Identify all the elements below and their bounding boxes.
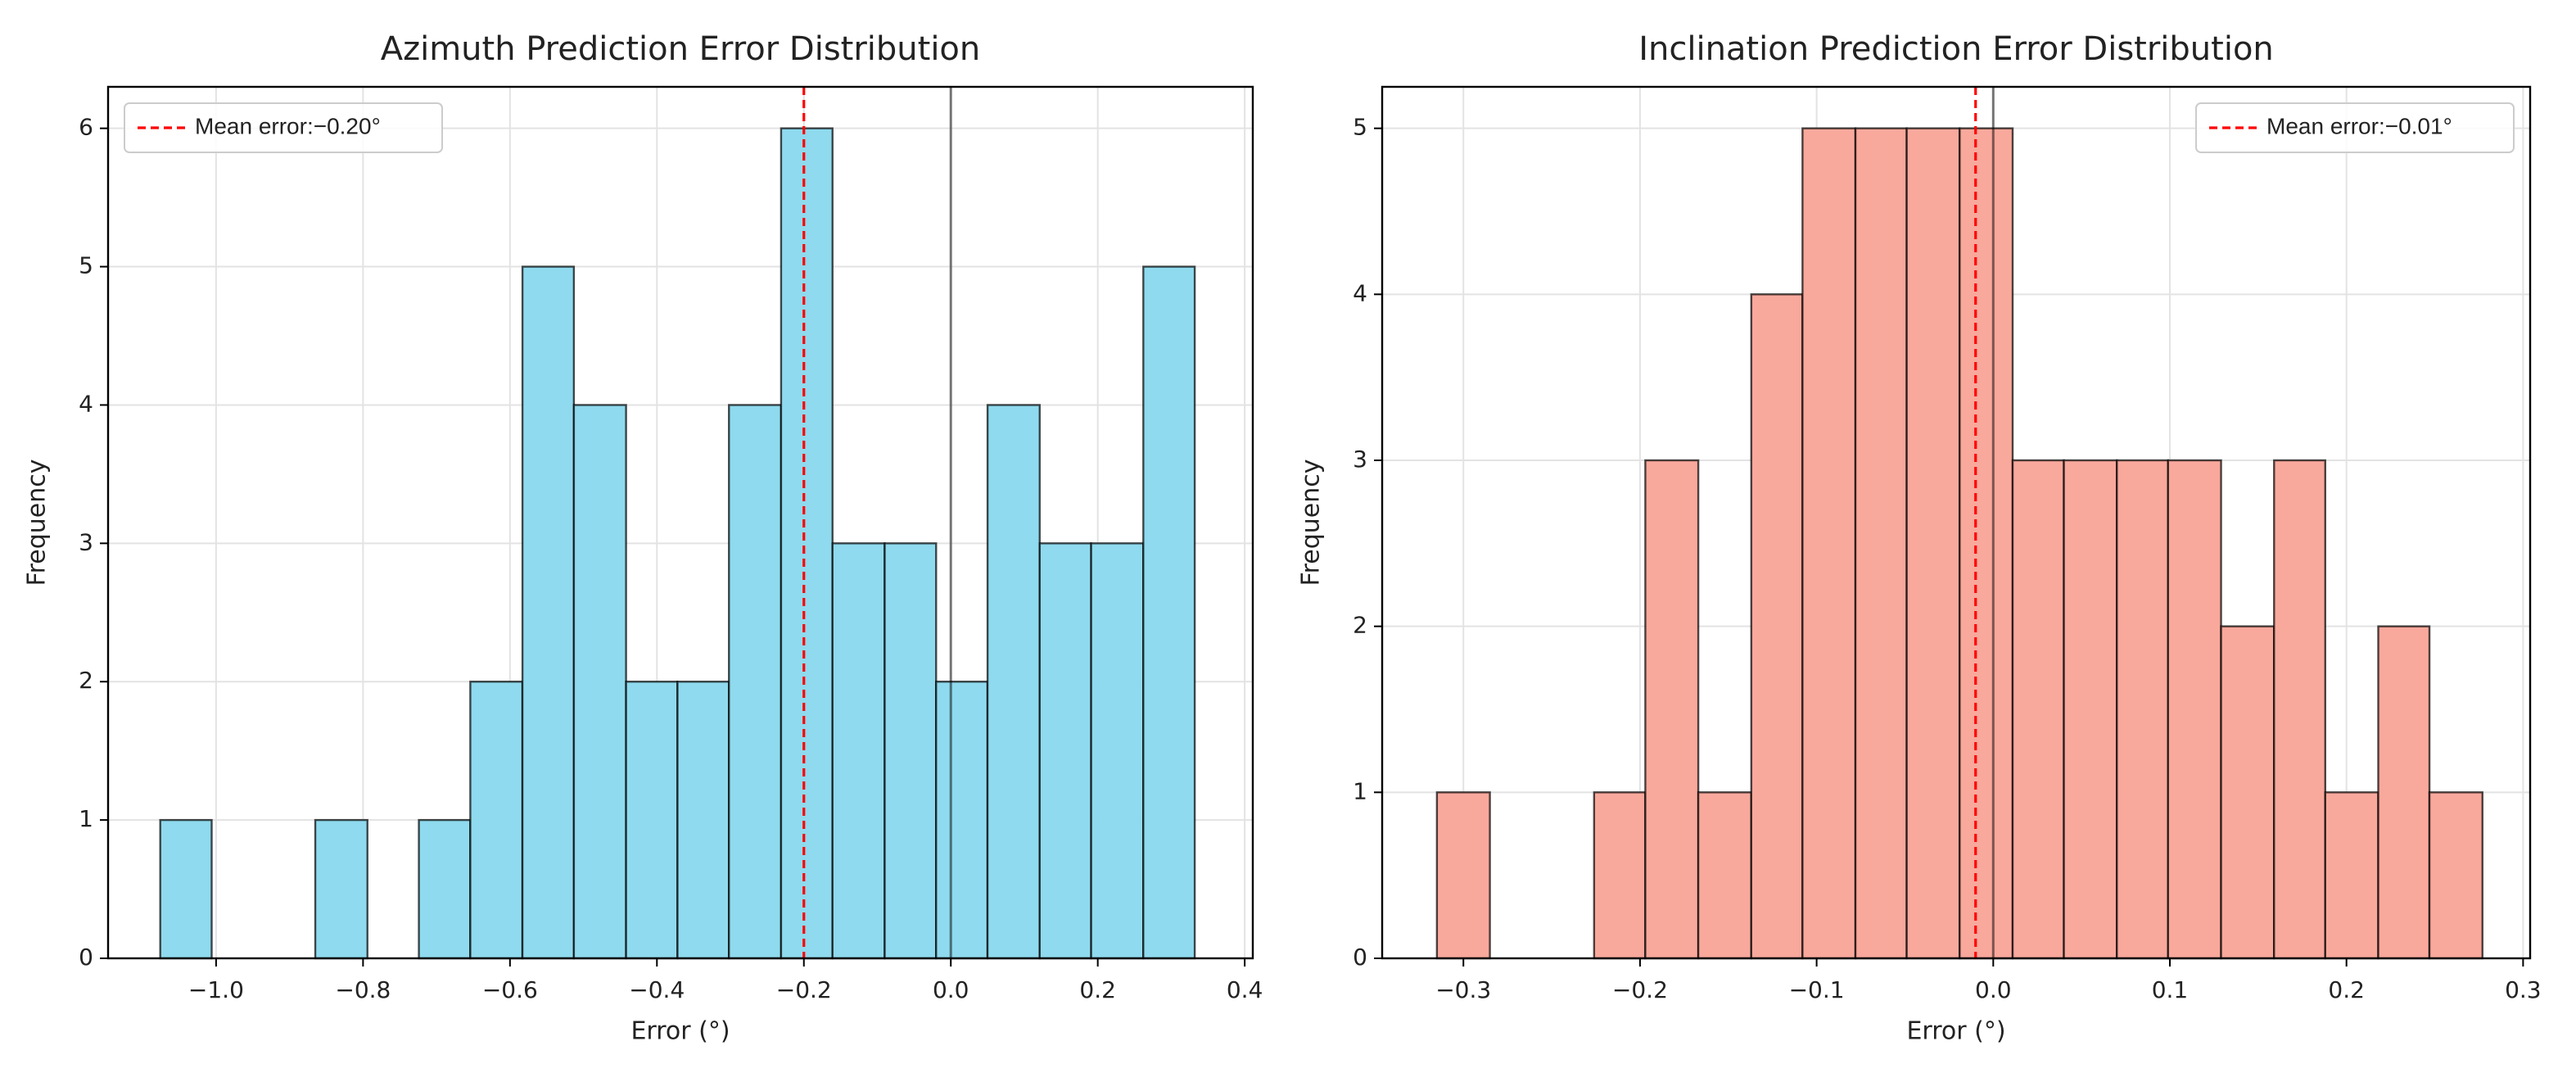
y-tick-label: 1 xyxy=(1353,777,1367,804)
histogram-bar xyxy=(1854,127,1908,960)
histogram-bar xyxy=(884,542,938,960)
histogram-bar xyxy=(1801,127,1857,960)
y-tick-label: 6 xyxy=(79,114,93,141)
y-axis-label: Frequency xyxy=(23,460,52,586)
histogram-bar xyxy=(1750,293,1804,960)
y-tick-label: 4 xyxy=(79,390,93,417)
legend-label: Mean error:−0.20° xyxy=(195,113,381,138)
histogram-bar xyxy=(1959,127,2014,960)
histogram-bar xyxy=(1090,542,1145,960)
histogram-bar xyxy=(2273,459,2326,960)
histogram-bar xyxy=(625,681,679,960)
histogram-bar xyxy=(986,404,1041,960)
x-tick-label: −0.8 xyxy=(335,976,391,1003)
y-tick-label: 3 xyxy=(1353,446,1367,473)
x-tick-label: 0.0 xyxy=(1975,976,2012,1003)
histogram-bar xyxy=(1435,791,1491,960)
histogram-bar xyxy=(469,681,524,960)
x-tick-label: −1.0 xyxy=(188,976,244,1003)
histogram-bar xyxy=(2011,459,2065,960)
histogram-bar xyxy=(2377,625,2431,960)
histogram-bar xyxy=(1905,127,1961,960)
x-tick-label: −0.2 xyxy=(776,976,832,1003)
legend-box xyxy=(2195,102,2515,153)
x-tick-label: 0.4 xyxy=(1227,976,1263,1003)
x-tick-label: 0.0 xyxy=(933,976,969,1003)
y-axis-label: Frequency xyxy=(1297,460,1326,586)
histogram-bar xyxy=(831,542,886,960)
y-tick-label: 0 xyxy=(1353,944,1367,971)
histogram-bar xyxy=(2220,625,2275,960)
x-axis-label: Error (°) xyxy=(630,1017,730,1046)
histogram-bar xyxy=(1142,265,1196,960)
histogram-bar xyxy=(1644,459,1700,960)
y-tick-label: 5 xyxy=(1353,114,1367,141)
x-axis-label: Error (°) xyxy=(1906,1017,2005,1046)
histogram-bar xyxy=(572,404,627,960)
histogram-bar xyxy=(314,818,368,960)
histogram-bar xyxy=(2428,791,2483,960)
x-tick-label: 0.1 xyxy=(2152,976,2189,1003)
x-tick-label: 0.2 xyxy=(1079,976,1116,1003)
legend-label: Mean error:−0.01° xyxy=(2266,113,2452,138)
histogram-bar xyxy=(2167,459,2222,960)
histogram-bar xyxy=(1038,542,1092,960)
histogram-bar xyxy=(2116,459,2170,960)
histogram-bar xyxy=(2324,791,2379,960)
y-tick-label: 0 xyxy=(79,944,93,971)
y-tick-label: 3 xyxy=(79,528,93,555)
histogram-bar xyxy=(1697,791,1752,960)
histogram-bar xyxy=(418,818,472,960)
x-tick-label: −0.2 xyxy=(1612,976,1668,1003)
chart-title: Inclination Prediction Error Distributio… xyxy=(1638,30,2274,68)
histogram-bar xyxy=(1593,791,1647,960)
histogram-bar xyxy=(2063,459,2118,960)
x-tick-label: −0.6 xyxy=(482,976,538,1003)
histogram-bar xyxy=(521,265,576,960)
axes-frame xyxy=(1381,85,2532,960)
y-tick-label: 1 xyxy=(79,805,93,832)
y-tick-label: 4 xyxy=(1353,279,1367,306)
histogram-bar xyxy=(935,681,989,960)
x-tick-label: 0.3 xyxy=(2505,976,2542,1003)
axes-frame xyxy=(106,85,1254,960)
y-tick-label: 2 xyxy=(79,667,93,694)
histogram-bar xyxy=(780,127,834,960)
y-tick-label: 5 xyxy=(79,252,93,279)
legend-box xyxy=(124,102,443,153)
x-tick-label: 0.2 xyxy=(2328,976,2365,1003)
x-tick-label: −0.3 xyxy=(1435,976,1491,1003)
x-tick-label: −0.1 xyxy=(1789,976,1845,1003)
y-tick-label: 2 xyxy=(1353,612,1367,639)
chart-title: Azimuth Prediction Error Distribution xyxy=(381,30,981,68)
histogram-bar xyxy=(728,404,783,960)
histogram-bar xyxy=(676,681,730,960)
x-tick-label: −0.4 xyxy=(629,976,685,1003)
histogram-bar xyxy=(159,818,213,960)
